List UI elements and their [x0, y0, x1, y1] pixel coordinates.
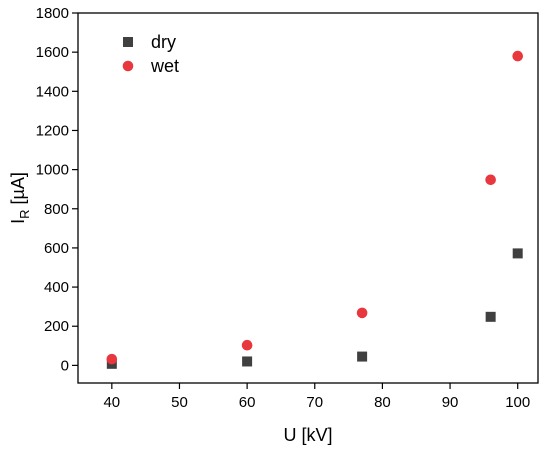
- y-tick-label: 1600: [36, 44, 69, 61]
- x-tick-label: 100: [505, 394, 530, 411]
- x-tick-label: 60: [239, 394, 256, 411]
- x-tick-label: 80: [374, 394, 391, 411]
- data-point-dry: [242, 356, 253, 367]
- series-wet: [106, 50, 524, 365]
- y-tick-label: 800: [44, 201, 69, 218]
- legend-item-dry: dry: [123, 32, 176, 52]
- y-tick-label: 400: [44, 279, 69, 296]
- data-point-wet: [106, 353, 118, 365]
- legend-item-wet: wet: [122, 56, 179, 76]
- legend-marker-dry: [123, 37, 133, 47]
- data-point-wet: [485, 174, 496, 186]
- y-axis: 0 200 400 600 800 1000 1200 1400 1600 1800: [36, 5, 78, 374]
- y-tick-label: 0: [61, 357, 69, 374]
- data-point-dry: [485, 311, 496, 322]
- x-tick-label: 90: [442, 394, 459, 411]
- y-tick-label: 1000: [36, 162, 69, 179]
- legend: dry wet: [122, 32, 179, 76]
- y-axis-title-subscript: R: [17, 209, 32, 218]
- y-tick-label: 200: [44, 318, 69, 335]
- y-tick-label: 1800: [36, 5, 69, 22]
- y-axis-title-unit: [µA]: [8, 172, 28, 209]
- y-tick-label: 600: [44, 240, 69, 257]
- plot-border: [77, 12, 539, 384]
- data-point-wet: [356, 307, 368, 319]
- x-axis: 40 50 60 70 80 90 100: [103, 383, 530, 411]
- x-tick-label: 70: [306, 394, 323, 411]
- data-point-wet: [241, 339, 253, 351]
- series-dry: [106, 248, 523, 369]
- y-axis-title: IR [µA]: [8, 172, 32, 224]
- legend-label-dry: dry: [151, 32, 176, 52]
- series-layer: [106, 50, 524, 369]
- x-axis-title: U [kV]: [283, 425, 332, 445]
- plot-frame: [77, 12, 539, 384]
- y-tick-label: 1400: [36, 83, 69, 100]
- y-tick-label: 1200: [36, 122, 69, 139]
- data-point-dry: [357, 351, 368, 362]
- y-axis-title-main: I: [8, 219, 28, 224]
- data-point-dry: [512, 248, 523, 259]
- legend-marker-wet: [122, 60, 134, 72]
- x-tick-label: 40: [103, 394, 120, 411]
- data-point-wet: [512, 50, 524, 62]
- x-tick-label: 50: [171, 394, 188, 411]
- legend-label-wet: wet: [150, 56, 179, 76]
